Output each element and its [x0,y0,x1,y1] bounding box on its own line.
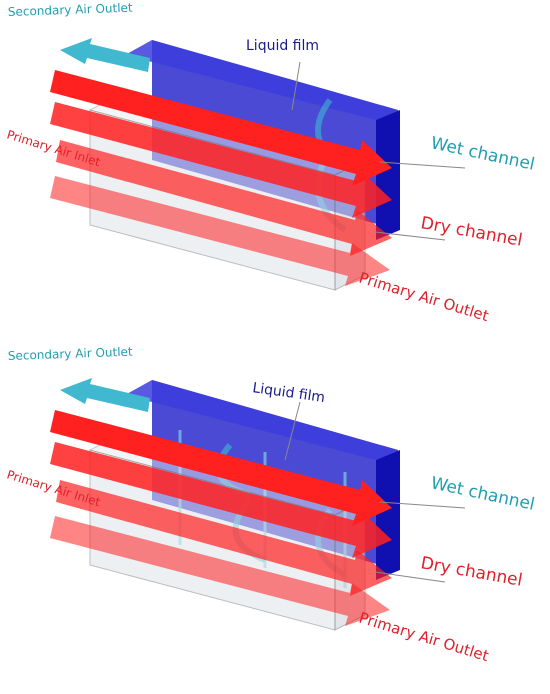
primary-arrow [50,442,392,558]
primary-air-outlet-label: Primary Air Outlet [357,609,491,666]
wet-channel-side [376,110,400,240]
primary-arrow [50,102,392,218]
leader-line [374,231,446,241]
leader-line [284,401,301,461]
liquid-film-label: Liquid film [246,38,319,54]
wet-channel-label: Wet channel [429,133,536,175]
dry-channel-label: Dry channel [419,213,524,251]
dry-channel-label: Dry channel [419,553,524,591]
primary-arrow [50,176,390,286]
primary-air-outlet-label: Primary Air Outlet [357,269,491,326]
primary-arrow [56,480,392,596]
leader-line [379,501,466,509]
secondary-arrow-main [60,38,150,72]
leader-line [374,571,446,583]
secondary-arrow-main [60,378,150,412]
secondary-air-outlet-label: Secondary Air Outlet [8,1,134,19]
liquid-film-label: Liquid film [251,380,326,406]
secondary-air-outlet-label: Secondary Air Outlet [8,345,134,363]
primary-arrow [50,410,392,526]
panel-bottom: Secondary Air Outlet Liquid film Wet cha… [5,345,536,666]
wet-channel-label: Wet channel [429,473,536,515]
leader-line [291,61,301,111]
wet-channel-top [125,380,398,460]
panel-top: Secondary Air Outlet Liquid film Wet cha… [5,1,536,326]
primary-arrow [50,70,392,186]
leader-line [379,161,466,169]
primary-arrow [56,140,392,256]
wet-channel-side [376,450,400,580]
primary-arrow [50,516,390,626]
